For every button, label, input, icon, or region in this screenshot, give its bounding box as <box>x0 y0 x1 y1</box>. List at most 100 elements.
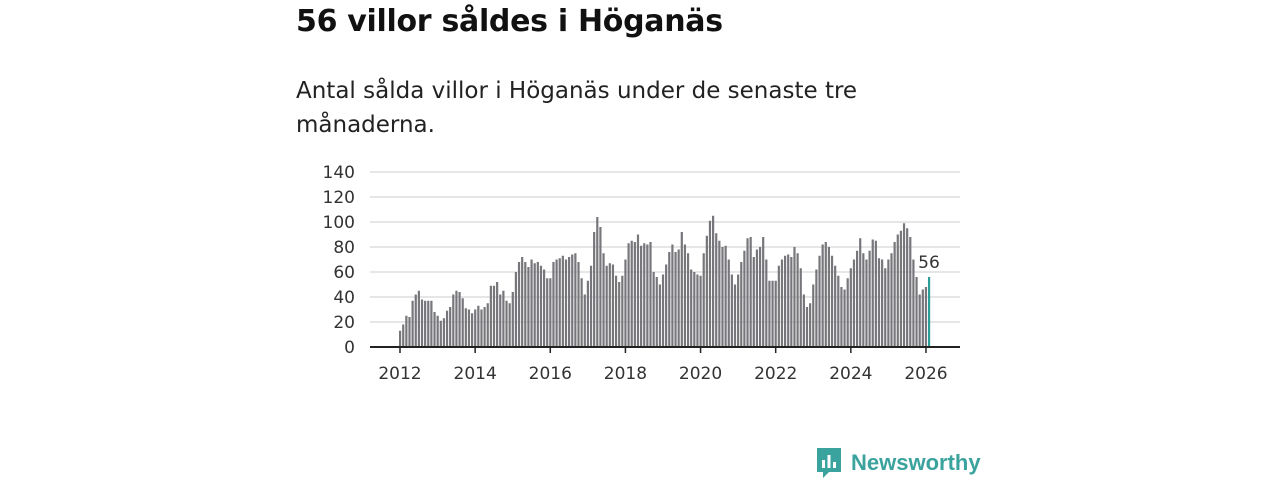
bar <box>589 265 593 347</box>
bar <box>909 237 912 347</box>
bar <box>433 312 436 347</box>
bar <box>533 263 536 347</box>
bar <box>417 290 420 347</box>
bar <box>899 230 902 347</box>
bar <box>755 249 759 347</box>
bar <box>680 232 683 347</box>
bar <box>608 263 611 347</box>
bar <box>530 259 533 347</box>
bar <box>818 255 821 347</box>
bar <box>445 310 449 347</box>
bar <box>840 287 843 347</box>
bar <box>499 294 502 347</box>
bar <box>740 262 743 347</box>
bar <box>705 235 708 347</box>
logo-text: Newsworthy <box>851 450 981 475</box>
bar <box>555 259 558 347</box>
bar <box>771 280 774 347</box>
bar <box>671 244 674 347</box>
bar <box>427 300 430 347</box>
bar <box>924 287 928 347</box>
bar <box>511 292 514 347</box>
bar <box>442 318 446 347</box>
bar <box>821 244 824 347</box>
bar <box>486 303 489 347</box>
bar <box>430 300 433 347</box>
bar <box>474 309 477 347</box>
bar <box>859 238 862 347</box>
bar <box>477 305 480 347</box>
bar <box>837 275 840 347</box>
bar <box>834 265 837 347</box>
y-tick-label: 140 <box>323 163 355 183</box>
bar <box>752 257 755 347</box>
bar <box>636 234 640 347</box>
bar <box>855 250 859 347</box>
bar <box>777 265 780 347</box>
bar <box>643 243 646 347</box>
bar <box>799 268 802 347</box>
bar <box>724 245 727 347</box>
bar <box>633 242 636 347</box>
y-tick-label: 80 <box>333 238 355 258</box>
bar <box>881 259 884 347</box>
bar <box>577 262 580 347</box>
bar <box>517 262 521 347</box>
bar <box>580 278 583 347</box>
bar <box>893 242 896 347</box>
y-tick-label: 120 <box>323 188 355 208</box>
bar <box>896 234 899 347</box>
bar <box>502 290 505 347</box>
bar <box>420 299 424 347</box>
bar <box>618 282 621 347</box>
bar <box>455 290 458 347</box>
bar <box>790 257 793 347</box>
bar <box>849 268 852 347</box>
bar <box>733 284 737 347</box>
bar <box>874 240 877 347</box>
bar <box>458 292 461 347</box>
bar <box>665 264 668 347</box>
bar <box>668 252 671 347</box>
bar <box>715 233 718 347</box>
bar <box>470 313 474 347</box>
bar <box>483 307 486 347</box>
bar <box>674 252 677 347</box>
newsworthy-logo-icon <box>817 448 841 478</box>
bar <box>602 253 605 347</box>
bar <box>452 294 455 347</box>
bar <box>496 282 499 347</box>
bar <box>658 284 661 347</box>
bar <box>906 228 909 347</box>
bar <box>568 257 571 347</box>
bar <box>624 259 627 347</box>
bar <box>802 294 805 347</box>
bar <box>843 289 846 347</box>
y-tick-label: 20 <box>333 313 355 333</box>
bar <box>630 240 633 347</box>
bar <box>774 280 777 347</box>
bar <box>696 274 699 347</box>
bar <box>852 259 856 347</box>
bar <box>461 298 464 347</box>
x-tick-label: 2012 <box>378 364 421 384</box>
bar <box>708 220 712 347</box>
bar <box>686 253 690 347</box>
bar <box>542 269 546 347</box>
bar <box>649 242 652 347</box>
bar <box>414 294 417 347</box>
bar <box>871 239 874 347</box>
bar <box>783 255 787 347</box>
chart-title: 56 villor såldes i Höganäs <box>296 4 723 39</box>
bar <box>865 259 868 347</box>
bar <box>546 278 549 347</box>
bar <box>508 303 511 347</box>
bar <box>411 300 414 347</box>
bar <box>614 275 618 347</box>
bar <box>521 257 524 347</box>
bar <box>436 315 439 347</box>
x-tick-label: 2024 <box>829 364 872 384</box>
bar <box>921 289 924 347</box>
bar <box>646 244 649 347</box>
bar <box>621 275 624 347</box>
